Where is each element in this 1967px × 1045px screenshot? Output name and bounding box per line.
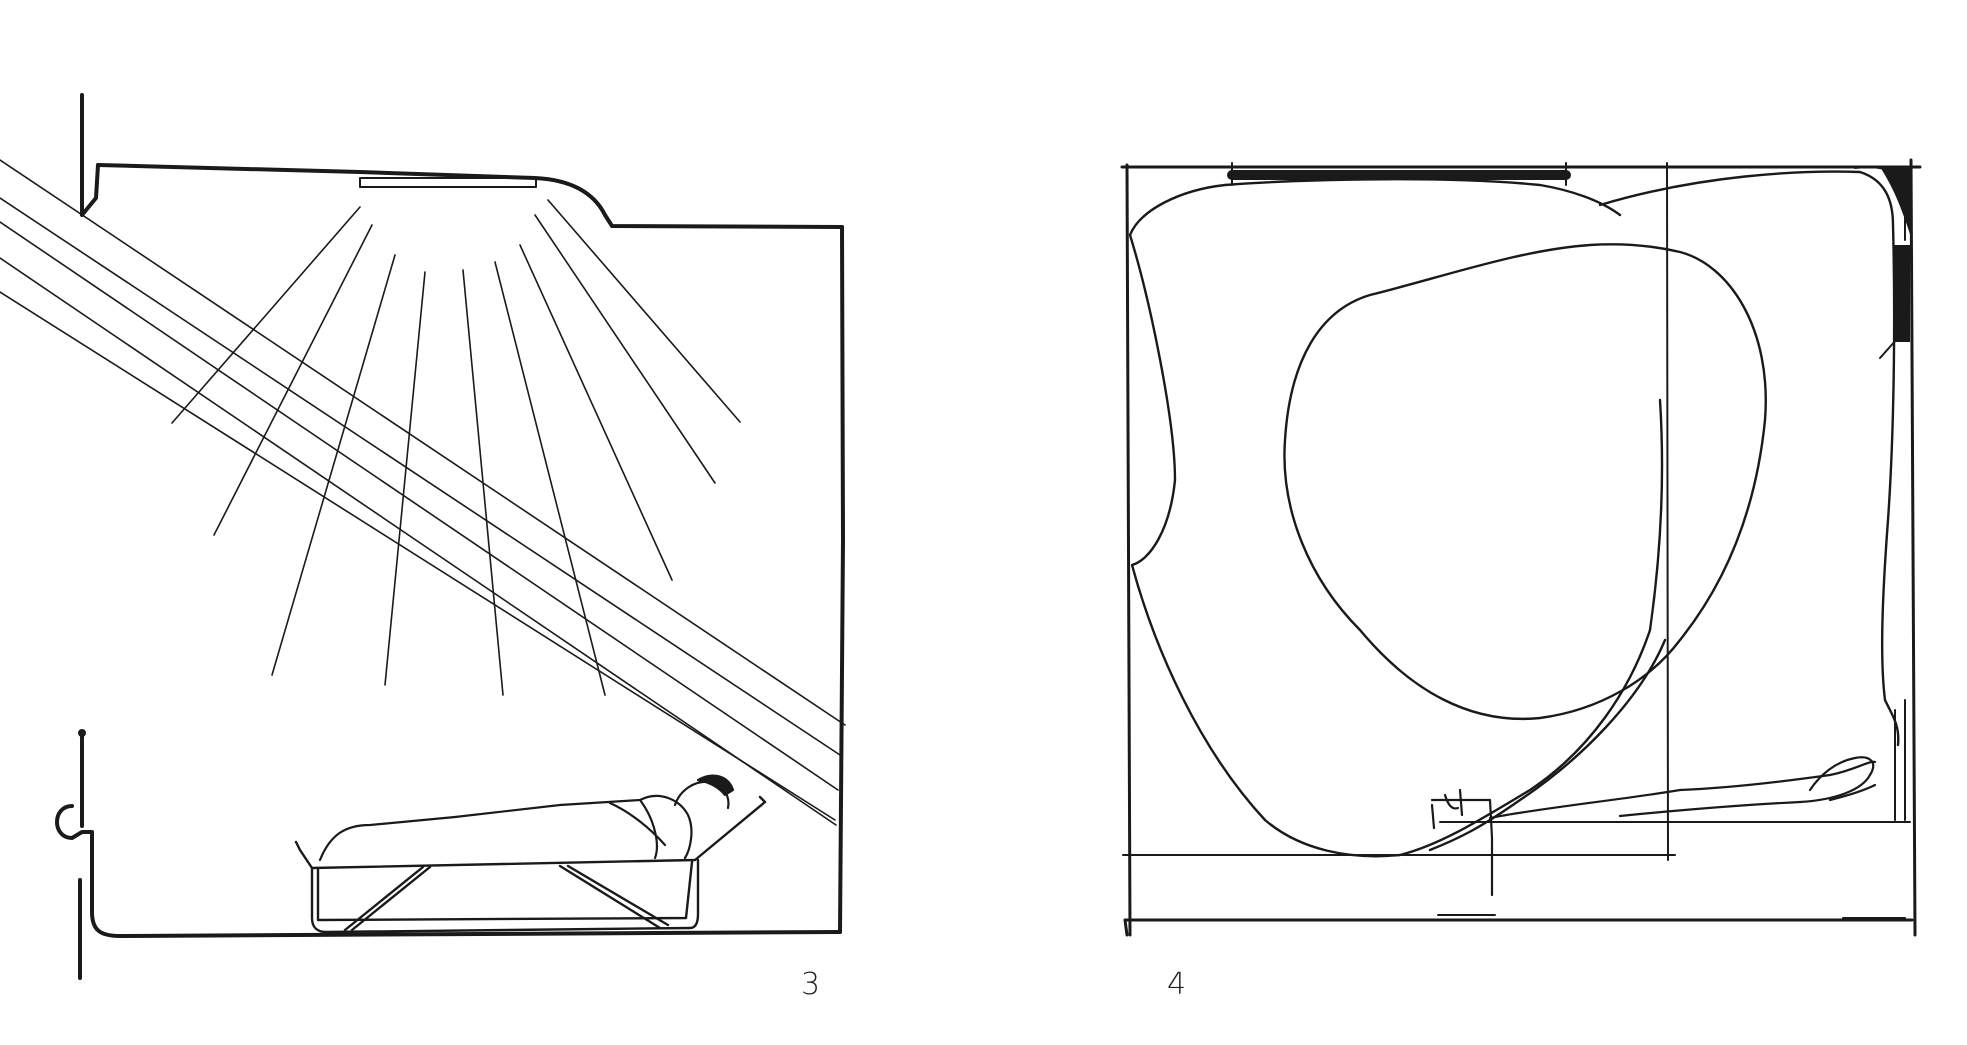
fig3-right-wall xyxy=(840,227,843,932)
fig4-vertical-divider xyxy=(1667,163,1668,860)
figure-4-sketch xyxy=(1122,160,1920,935)
fig4-lower-details xyxy=(1438,700,1905,918)
fig4-right-shade-bar xyxy=(1893,245,1910,342)
figure-3-sketch xyxy=(0,95,845,978)
fig3-skylight xyxy=(360,178,536,187)
fig3-door-knob xyxy=(78,729,86,737)
fig3-floor xyxy=(92,882,840,936)
fig3-head-hair xyxy=(698,776,733,795)
fig3-bed xyxy=(296,797,765,932)
fig3-ceiling xyxy=(98,165,842,227)
fig4-inner-blob xyxy=(1284,244,1765,719)
fig3-sun-rays xyxy=(0,160,845,825)
fig4-bottom-line xyxy=(1125,920,1912,935)
fig3-skylight-rays xyxy=(172,200,740,695)
fig4-outer-curve xyxy=(1130,179,1662,856)
fig4-crossing-curve xyxy=(1430,172,1898,850)
fig3-left-wall-upper xyxy=(82,95,98,215)
figure-number-3: 3 xyxy=(801,967,821,1002)
figure-number-4: 4 xyxy=(1167,967,1187,1002)
fig3-sleeping-figure xyxy=(320,776,733,860)
fig4-left-line xyxy=(1127,165,1130,935)
fig4-mid-horizontal xyxy=(1123,822,1910,855)
fig4-right-line xyxy=(1911,160,1915,935)
fig3-left-wall-lower xyxy=(57,735,92,978)
fig4-reclining-figure xyxy=(1432,757,1875,895)
